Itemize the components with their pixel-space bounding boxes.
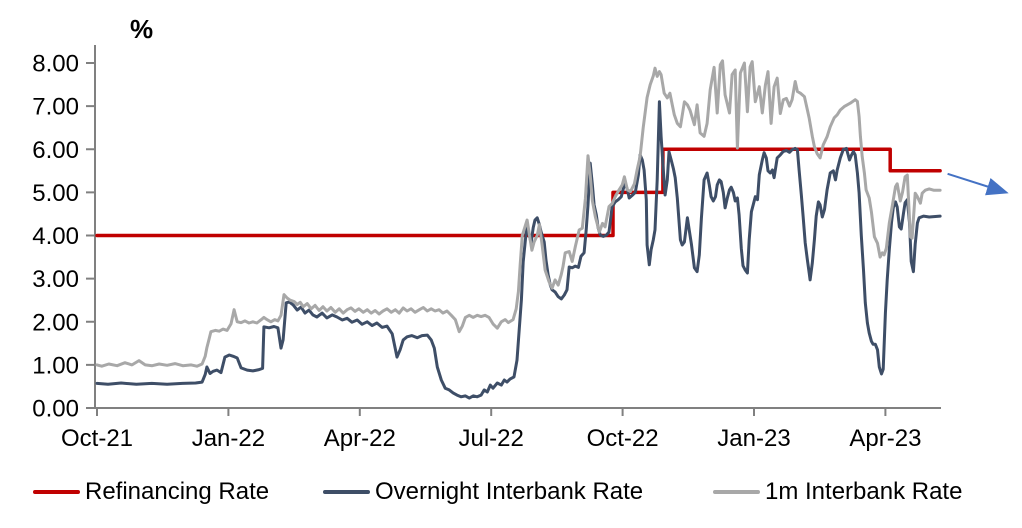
legend-item-refinancing-rate: Refinancing Rate xyxy=(33,472,269,512)
y-axis-title: % xyxy=(130,14,154,44)
x-tick-label: Oct-22 xyxy=(587,425,659,452)
refinancing-rate-swatch xyxy=(33,490,80,494)
y-tick-label: 0.00 xyxy=(32,396,79,423)
overnight-interbank-rate-line xyxy=(95,100,942,400)
tick-labels: 0.00 1.00 2.00 3.00 4.00 5.00 6.00 7.00 8.00 Oct-… xyxy=(32,51,921,453)
x-tick-label: Jan-22 xyxy=(192,425,265,452)
y-tick-label: 3.00 xyxy=(32,266,79,293)
axes xyxy=(86,45,941,416)
x-tick-label: Oct-21 xyxy=(61,425,133,452)
y-tick-label: 4.00 xyxy=(32,223,79,250)
1m-interbank-rate-line xyxy=(95,59,942,368)
y-tick-label: 5.00 xyxy=(32,180,79,207)
overnight-interbank-rate-swatch xyxy=(323,490,370,494)
legend-label: Overnight Interbank Rate xyxy=(375,478,644,505)
legend-item-overnight-interbank-rate: Overnight Interbank Rate xyxy=(323,472,643,512)
series-lines xyxy=(95,59,1009,400)
y-tick-label: 7.00 xyxy=(32,94,79,121)
x-tick-label: Apr-23 xyxy=(849,425,921,452)
x-tick-label: Jan-23 xyxy=(717,425,790,452)
y-tick-label: 1.00 xyxy=(32,352,79,379)
x-tick-label: Apr-22 xyxy=(324,425,396,452)
y-tick-label: 2.00 xyxy=(32,309,79,336)
x-tick-label: Jul-22 xyxy=(459,425,524,452)
legend-label: Refinancing Rate xyxy=(85,478,270,505)
y-tick-label: 6.00 xyxy=(32,137,79,164)
refinancing-rate-line xyxy=(95,147,942,238)
1m-interbank-rate-swatch xyxy=(713,490,760,494)
legend-label: 1m Interbank Rate xyxy=(765,478,963,505)
forecast-trend-arrow xyxy=(947,172,1009,196)
chart-legend: Refinancing Rate Overnight Interbank Rat… xyxy=(0,472,1022,512)
y-tick-label: 8.00 xyxy=(32,51,79,78)
rates-line-chart: 0.00 1.00 2.00 3.00 4.00 5.00 6.00 7.00 8.00 Oct-… xyxy=(32,45,1009,453)
legend-item-1m-interbank-rate: 1m Interbank Rate xyxy=(713,472,962,512)
